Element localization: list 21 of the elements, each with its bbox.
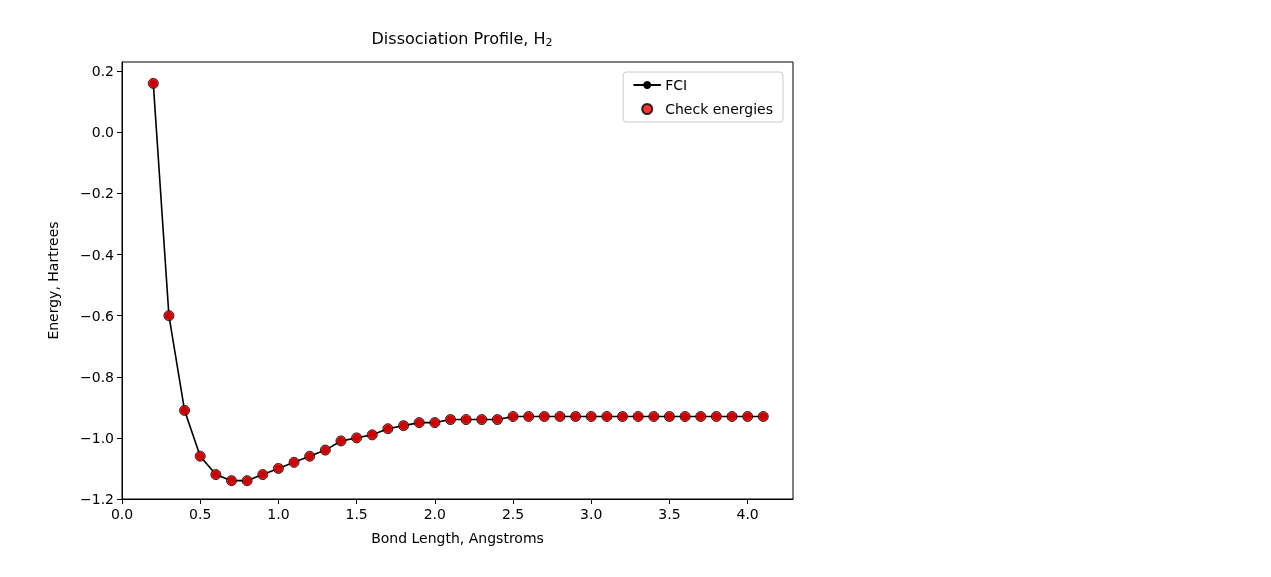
legend-label: Check energies: [665, 101, 773, 117]
y-tick-label: −1.0: [80, 429, 114, 446]
x-tick-label: 2.5: [501, 506, 525, 522]
x-tick-label: 2.0: [423, 506, 446, 522]
y-tick-label: −0.8: [80, 368, 114, 385]
x-axis-title: Bond Length, Angstroms: [371, 530, 544, 546]
y-tick-label: −0.2: [80, 185, 114, 202]
y-tick-label: 0.0: [91, 124, 114, 141]
x-tick-label: 0.5: [189, 506, 212, 522]
y-tick-label: 0.2: [91, 63, 114, 80]
x-tick-label: 0.0: [110, 506, 134, 522]
x-tick-label: 1.5: [345, 506, 368, 522]
x-tick-label: 1.0: [267, 506, 290, 522]
y-axis-title: Energy, Hartrees: [45, 221, 61, 340]
legend-label: FCI: [665, 77, 688, 93]
x-tick-label: 4.0: [736, 506, 759, 522]
y-tick-label: −0.4: [80, 246, 115, 263]
x-tick-label: 3.5: [658, 506, 681, 522]
x-tick-label: 3.0: [580, 506, 603, 522]
y-tick-label: −0.6: [80, 307, 115, 324]
y-tick-label: −1.2: [80, 491, 114, 507]
